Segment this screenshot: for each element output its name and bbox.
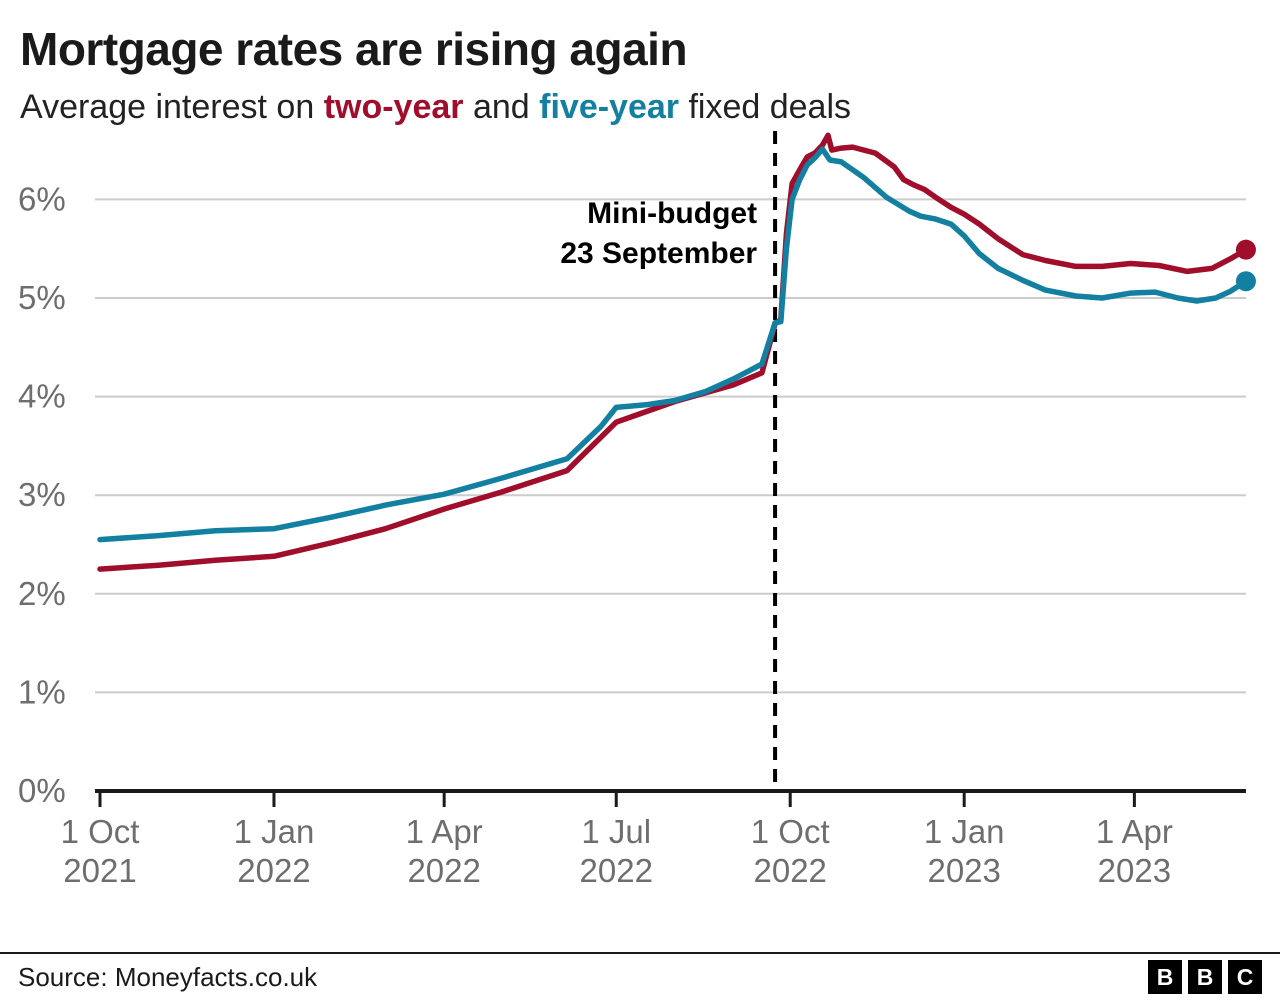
y-tick-label-3%: 3%: [18, 477, 66, 514]
x-tick-label-1-jul: 1 Jul: [581, 813, 651, 850]
subtitle-and: and: [463, 87, 540, 126]
series-end-dot-two-year: [1235, 240, 1256, 261]
y-tick-label-6%: 6%: [18, 181, 66, 218]
x-tick-label-2022: 2022: [580, 852, 653, 889]
subtitle-suffix: fixed deals: [679, 87, 852, 126]
source-attribution: Source: Moneyfacts.co.uk: [18, 961, 318, 992]
annotation-line-1: Mini-budget: [587, 197, 757, 230]
chart-footer: Source: Moneyfacts.co.uk B B C: [0, 952, 1280, 1000]
y-tick-label-4%: 4%: [18, 378, 66, 415]
series-line-two-year: [97, 132, 1249, 573]
subtitle-prefix: Average interest on: [20, 87, 324, 126]
y-tick-label-0%: 0%: [18, 772, 66, 809]
y-tick-label-2%: 2%: [18, 575, 66, 612]
annotation-line-2: 23 September: [560, 237, 757, 270]
x-tick-label-2023: 2023: [1098, 852, 1171, 889]
bbc-logo-block-c: C: [1228, 960, 1262, 994]
chart-subtitle: Average interest on two-year and five-ye…: [20, 87, 1260, 128]
x-tick-label-1-oct: 1 Oct: [751, 813, 830, 850]
x-tick-label-2022: 2022: [237, 852, 310, 889]
y-tick-label-1%: 1%: [18, 674, 66, 711]
bbc-logo-block-b1: B: [1148, 960, 1182, 994]
chart-header: Mortgage rates are rising again Average …: [0, 0, 1280, 127]
series-line-five-year: [97, 146, 1249, 543]
series-end-dot-five-year: [1235, 271, 1256, 292]
legend-two-year: two-year: [323, 87, 464, 126]
bbc-logo-block-b2: B: [1188, 960, 1222, 994]
x-tick-label-2022: 2022: [754, 852, 827, 889]
x-tick-label-2021: 2021: [63, 852, 136, 889]
x-tick-label-1-jan: 1 Jan: [924, 813, 1005, 850]
bbc-logo: B B C: [1148, 960, 1262, 994]
y-tick-label-5%: 5%: [18, 279, 66, 316]
x-tick-label-1-oct: 1 Oct: [61, 813, 140, 850]
legend-five-year: five-year: [539, 87, 680, 126]
x-tick-label-1-apr: 1 Apr: [1096, 813, 1173, 850]
chart-canvas: 0% 1% 2% 3% 4% 5% 6% Mini-budget 23 September 1 O…: [18, 131, 1256, 889]
x-tick-label-2022: 2022: [407, 852, 480, 889]
chart-title: Mortgage rates are rising again: [20, 23, 688, 75]
x-tick-label-1-jan: 1 Jan: [234, 813, 315, 850]
x-tick-label-1-apr: 1 Apr: [406, 813, 483, 850]
x-tick-label-2023: 2023: [927, 852, 1000, 889]
